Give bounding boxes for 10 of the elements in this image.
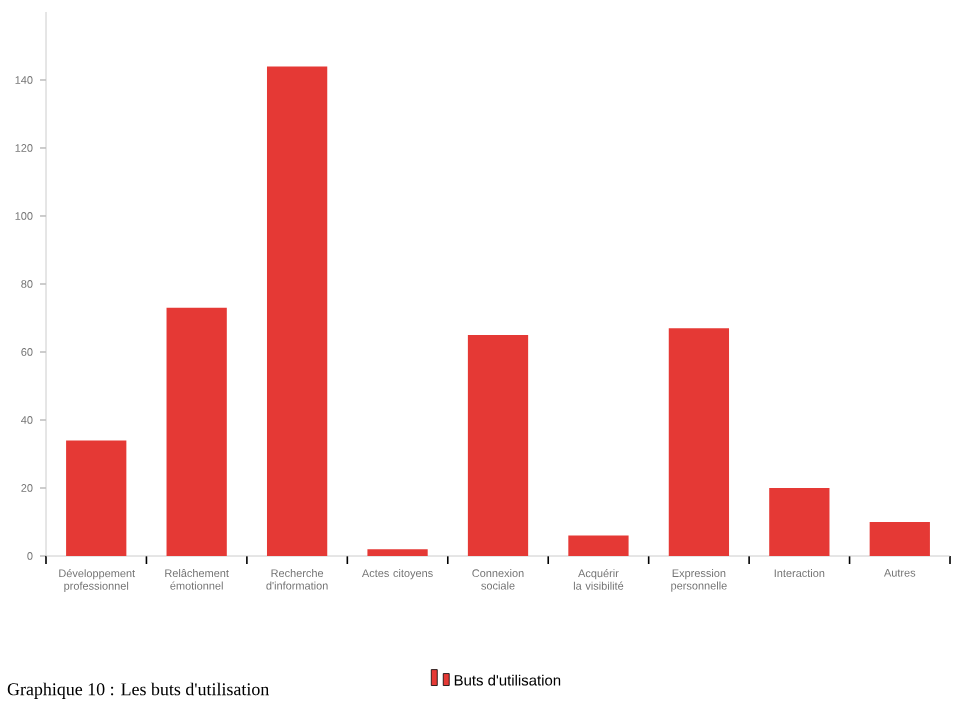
bar — [869, 522, 930, 556]
text: Graphique 10 : Les buts d'utilisation — [7, 682, 270, 699]
bar — [66, 440, 127, 556]
bar — [367, 549, 428, 556]
bar — [467, 335, 529, 556]
bar — [568, 535, 629, 556]
bar — [668, 328, 730, 556]
bar — [266, 66, 328, 556]
bar — [769, 488, 830, 556]
bar — [166, 307, 227, 556]
